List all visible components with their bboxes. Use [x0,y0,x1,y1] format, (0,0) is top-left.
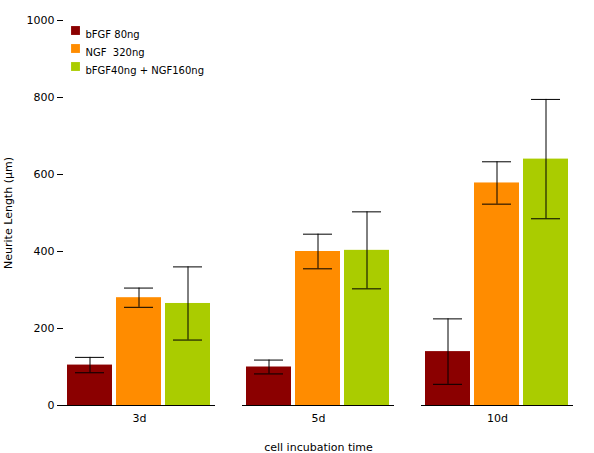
svg-text:1000: 1000 [27,14,55,27]
svg-text:0: 0 [48,399,55,412]
svg-text:800: 800 [34,91,55,104]
svg-text:bFGF40ng + NGF160ng: bFGF40ng + NGF160ng [86,65,205,76]
svg-text:10d: 10d [487,412,508,425]
svg-text:200: 200 [34,322,55,335]
svg-text:NGF 320ng: NGF 320ng [86,47,145,58]
svg-text:bFGF 80ng: bFGF 80ng [86,29,140,40]
svg-text:600: 600 [34,168,55,181]
svg-text:Neurite Length (μm): Neurite Length (μm) [2,157,15,269]
svg-text:400: 400 [34,245,55,258]
svg-text:5d: 5d [312,412,326,425]
svg-text:3d: 3d [133,412,147,425]
svg-text:cell incubation time: cell incubation time [264,441,373,453]
